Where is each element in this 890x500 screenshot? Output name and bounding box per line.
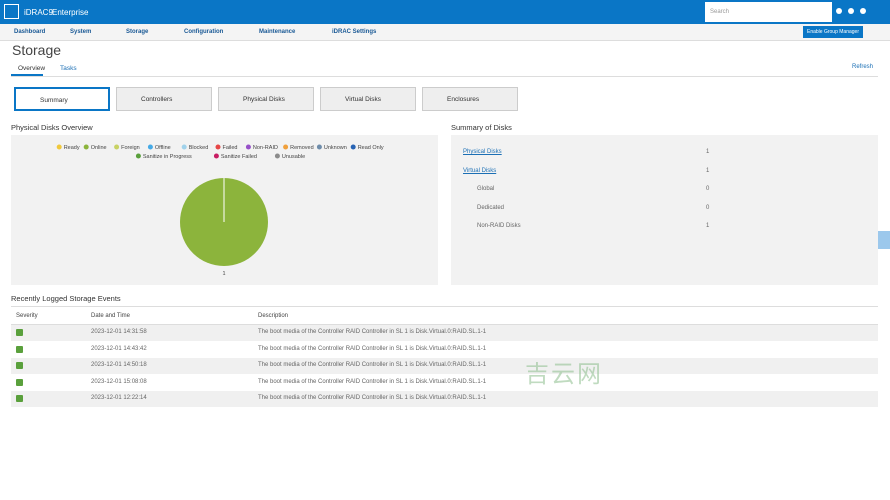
legend-swatch xyxy=(283,144,289,150)
pie-chart: Ready Online Foreign Offline Blocked Failed No… xyxy=(56,144,384,277)
event-description: The boot media of the Controller RAID Co… xyxy=(258,378,487,385)
severity-icon xyxy=(16,362,23,370)
nav-item[interactable]: iDRAC Settings xyxy=(332,29,377,35)
legend-label: Foreign xyxy=(121,145,140,151)
event-row: 2023-12-01 14:43:42 The boot media of the… xyxy=(11,341,878,358)
summary-label: Non-RAID Disks xyxy=(477,223,521,229)
legend-label: Read Only xyxy=(358,145,384,151)
severity-icon xyxy=(16,395,23,403)
legend-label: Failed xyxy=(223,145,238,151)
summary-panel: Physical Disks 1 Virtual Disks 1 Global 0 Dedi… xyxy=(451,135,878,285)
summary-count: 1 xyxy=(706,149,710,155)
legend-label: Removed xyxy=(290,145,314,151)
event-description: The boot media of the Controller RAID Co… xyxy=(258,362,487,369)
tab-underline xyxy=(11,74,43,76)
subtab[interactable]: Enclosures xyxy=(422,87,518,111)
legend-swatch xyxy=(213,153,219,159)
disks-overview-panel: Ready Online Foreign Offline Blocked Failed No… xyxy=(11,135,438,285)
event-time: 2023-12-01 14:43:42 xyxy=(91,345,147,352)
nav-item[interactable]: Dashboard xyxy=(14,29,46,35)
event-time: 2023-12-01 12:22:14 xyxy=(91,395,147,402)
event-row: 2023-12-01 15:08:08 The boot media of the… xyxy=(11,374,878,391)
event-row: 2023-12-01 14:50:18 The boot media of the… xyxy=(11,358,878,375)
legend-swatch xyxy=(181,144,187,150)
legend-swatch xyxy=(114,144,120,150)
tab[interactable]: Tasks xyxy=(60,65,77,72)
subtab[interactable]: Physical Disks xyxy=(218,87,314,111)
legend-swatch xyxy=(135,153,141,159)
event-description: The boot media of the Controller RAID Co… xyxy=(258,345,487,352)
header-bar: iDRAC9 Enterprise Search xyxy=(0,0,890,24)
legend-label: Online xyxy=(91,145,107,151)
nav-item[interactable]: Maintenance xyxy=(259,29,296,35)
summary-count: 1 xyxy=(706,223,710,229)
legend-swatch xyxy=(245,144,251,150)
divider xyxy=(11,76,878,77)
header-icons[interactable] xyxy=(836,8,876,16)
legend-label: Ready xyxy=(64,145,80,151)
nav-item[interactable]: Storage xyxy=(126,29,149,35)
event-row: 2023-12-01 14:31:58 The boot media of the… xyxy=(11,325,878,341)
severity-icon xyxy=(16,378,23,386)
table-header: Severity Date and Time Description xyxy=(11,309,878,325)
summary-label: Dedicated xyxy=(477,204,505,211)
subtab[interactable]: Controllers xyxy=(116,87,212,111)
summary-count: 0 xyxy=(706,186,710,192)
summary-count: 0 xyxy=(706,204,710,211)
legend-label: Unknown xyxy=(324,145,347,151)
event-time: 2023-12-01 14:50:18 xyxy=(91,362,147,369)
event-description: The boot media of the Controller RAID Co… xyxy=(258,395,487,402)
edition: Enterprise xyxy=(52,8,89,17)
legend-swatch xyxy=(274,153,280,159)
summary-link[interactable]: Virtual Disks xyxy=(463,167,497,174)
scroll-tab[interactable] xyxy=(878,231,890,249)
page-title: Storage xyxy=(12,42,62,58)
tab[interactable]: Overview xyxy=(18,65,46,72)
subtab[interactable]: Virtual Disks xyxy=(320,87,416,111)
legend-label: Sanitize Failed xyxy=(221,154,257,160)
legend-label: Offline xyxy=(155,145,171,151)
legend-swatch xyxy=(215,144,221,150)
panel-title: Physical Disks Overview xyxy=(11,123,93,132)
legend-swatch xyxy=(56,144,62,150)
severity-icon xyxy=(16,329,23,336)
nav-item[interactable]: Configuration xyxy=(184,29,224,35)
watermark: 吉云网 xyxy=(525,361,603,388)
section-title: Recently Logged Storage Events xyxy=(11,294,121,303)
legend-swatch xyxy=(147,144,153,150)
enable-group-manager[interactable]: Enable Group Manager xyxy=(803,26,863,38)
legend-label: Blocked xyxy=(189,145,209,151)
event-row: 2023-12-01 12:22:14 The boot media of the… xyxy=(11,391,878,408)
summary-count: 1 xyxy=(706,167,710,174)
search-box[interactable]: Search xyxy=(705,2,832,22)
nav-item[interactable]: System xyxy=(70,29,92,35)
summary-link[interactable]: Physical Disks xyxy=(463,149,502,155)
column-header: Date and Time xyxy=(91,313,131,319)
legend-label: Unusable xyxy=(282,154,305,160)
legend-label: Sanitize in Progress xyxy=(143,154,192,160)
nav-bar: Enable Group Manager Dashboard System Stor… xyxy=(0,24,890,41)
event-description: The boot media of the Controller RAID Co… xyxy=(258,329,487,335)
column-header: Description xyxy=(258,313,289,319)
event-time: 2023-12-01 14:31:58 xyxy=(91,329,147,335)
product: iDRAC9 xyxy=(24,8,53,17)
logo xyxy=(4,4,19,19)
summary-label: Global xyxy=(477,186,495,192)
search-placeholder: Search xyxy=(710,9,730,15)
event-time: 2023-12-01 15:08:08 xyxy=(91,378,147,385)
subtab[interactable]: Summary xyxy=(14,87,110,111)
divider xyxy=(11,306,878,307)
column-header: Severity xyxy=(16,313,38,319)
legend-label: Non-RAID xyxy=(253,145,278,151)
refresh[interactable]: Refresh xyxy=(852,64,874,70)
legend-swatch xyxy=(350,144,356,150)
legend-swatch xyxy=(316,144,322,150)
severity-icon xyxy=(16,345,23,353)
pie-label: 1 xyxy=(222,271,225,277)
panel-title: Summary of Disks xyxy=(451,123,512,132)
legend-swatch xyxy=(83,144,89,150)
